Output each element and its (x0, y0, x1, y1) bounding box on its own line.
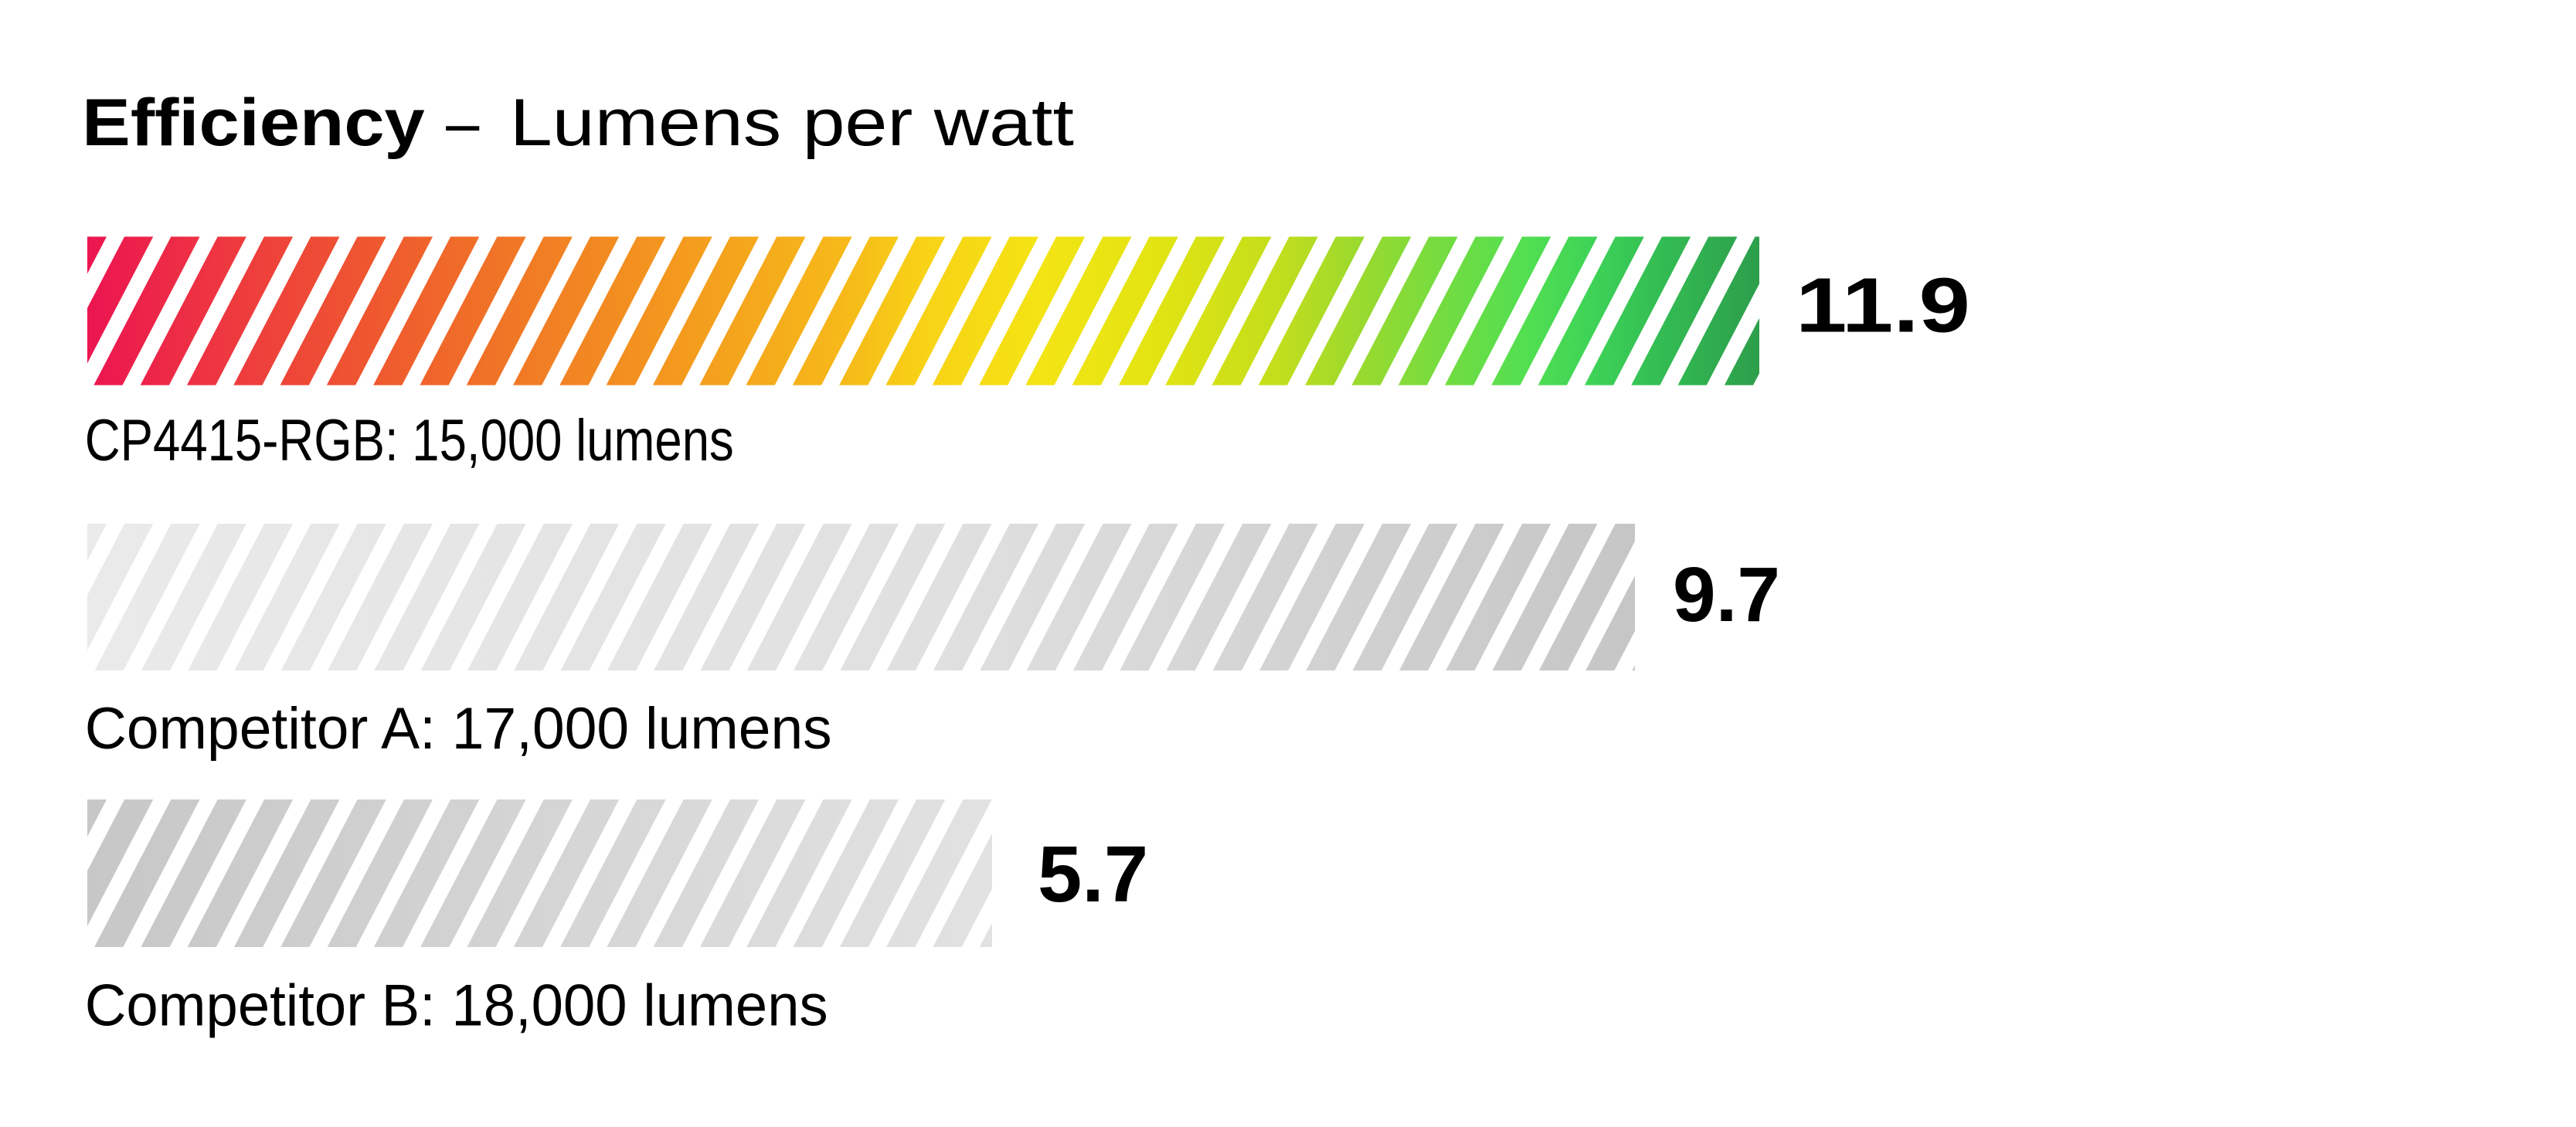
svg-text:–: – (446, 86, 479, 160)
svg-text:Efficiency: Efficiency (82, 86, 425, 160)
svg-text:Competitor B: 18,000 lumens: Competitor B: 18,000 lumens (85, 973, 828, 1038)
svg-text:CP4415-RGB: 15,000 lumens: CP4415-RGB: 15,000 lumens (85, 408, 734, 474)
svg-text:Competitor A: 17,000 lumens: Competitor A: 17,000 lumens (85, 696, 832, 762)
svg-text:Lumens per watt: Lumens per watt (510, 86, 1074, 160)
svg-text:11.9: 11.9 (1796, 262, 1970, 348)
svg-text:9.7: 9.7 (1673, 552, 1780, 638)
svg-text:5.7: 5.7 (1038, 830, 1148, 918)
